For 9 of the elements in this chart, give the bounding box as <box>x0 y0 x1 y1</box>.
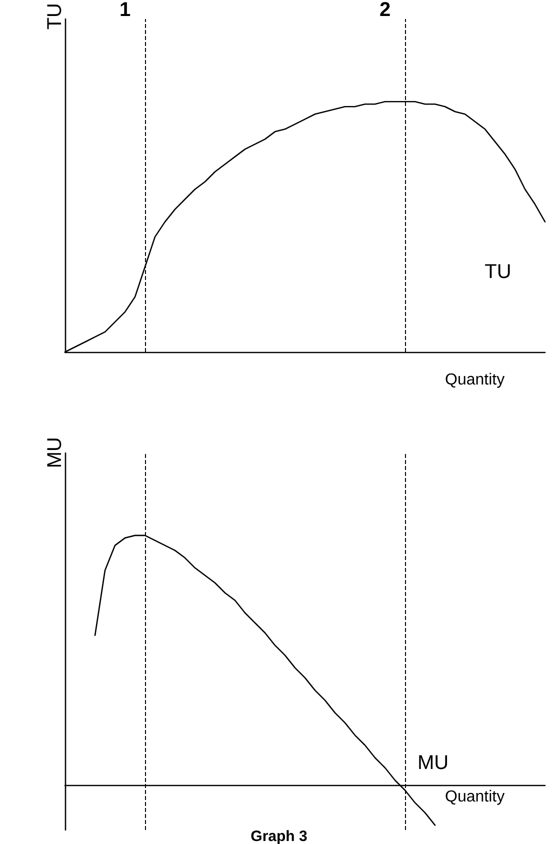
text: 1 <box>119 0 131 21</box>
text: 2 <box>379 0 391 21</box>
y-axis-title: TU <box>44 3 66 30</box>
y-axis-title: MU <box>44 437 66 468</box>
x-axis-title: Quantity <box>445 372 505 388</box>
text: TU <box>484 260 512 283</box>
x-axis-title: Quantity <box>445 788 505 806</box>
caption: Graph 3 <box>250 828 308 844</box>
series-label: MU <box>417 752 449 774</box>
